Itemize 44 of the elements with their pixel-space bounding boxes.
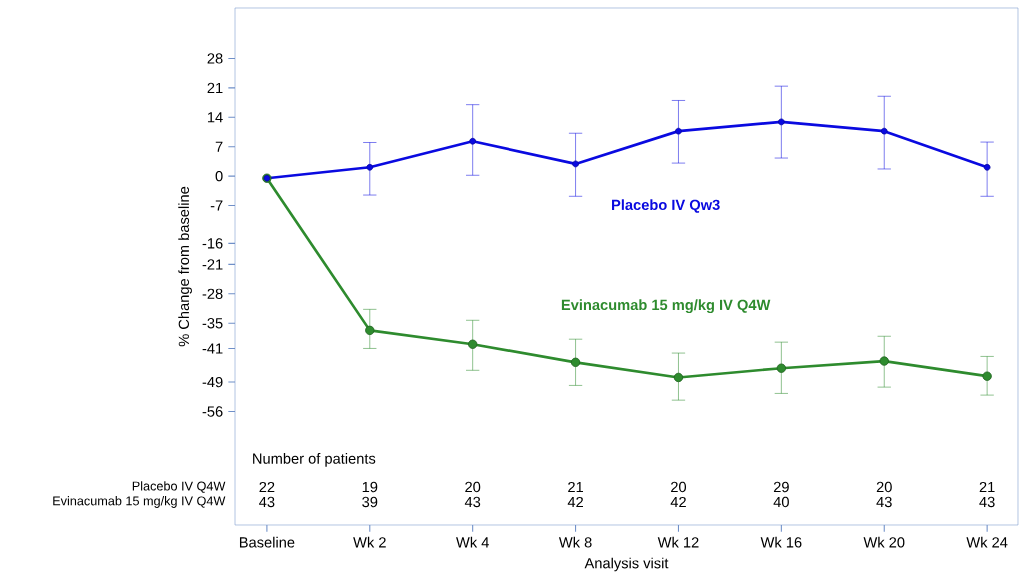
y-tick-label: -7 (210, 200, 223, 211)
y-tick-label: -41 (202, 343, 223, 354)
y-tick-label: 0 (215, 170, 223, 182)
y-axis-title: % Change from baseline (178, 186, 192, 347)
x-tick-label: Wk 20 (863, 536, 905, 548)
annotation: 40 (773, 496, 789, 508)
y-tick-label: -28 (202, 288, 223, 299)
annotation: 43 (259, 496, 275, 508)
annotation: Number of patients (253, 453, 376, 467)
y-tick-label: -49 (202, 376, 223, 388)
y-tick-label: -35 (202, 318, 223, 329)
x-axis-title: Analysis visit (584, 557, 669, 572)
y-tick-label: -16 (202, 238, 223, 249)
x-tick-label: Wk 24 (966, 536, 1008, 548)
annotation: 20 (465, 481, 481, 493)
annotation: 42 (567, 496, 583, 508)
y-tick-label: 21 (207, 82, 223, 93)
y-tick-label: 14 (207, 112, 223, 123)
annotation: 42 (670, 496, 686, 508)
x-tick-label: Wk 12 (657, 536, 699, 548)
x-tick-label: Wk 2 (353, 536, 386, 548)
annotation: 43 (464, 496, 481, 508)
y-tick-label: 7 (215, 141, 223, 152)
y-tick-label: 28 (207, 53, 223, 64)
text: Evinacumab 15 mg/kg IV Q4W (53, 496, 226, 508)
annotation: 21 (568, 481, 584, 493)
annotation: 20 (876, 481, 892, 493)
x-tick-label: Baseline (239, 536, 295, 548)
x-tick-label: Wk 16 (760, 536, 802, 548)
text: Placebo IV Q4W (132, 481, 226, 493)
annotation: 21 (979, 481, 995, 493)
text: Evinacumab 15 mg/kg IV Q4W (561, 299, 771, 314)
x-tick-label: Wk 4 (456, 536, 489, 548)
annotation: 19 (362, 481, 378, 493)
annotation: 22 (259, 481, 275, 493)
x-tick-label: Wk 8 (558, 536, 592, 548)
y-tick-label: -21 (202, 259, 223, 270)
annotation: 39 (362, 496, 378, 508)
annotation: 43 (876, 496, 892, 508)
y-tick-label: -56 (202, 406, 223, 417)
text: Placebo IV Qw3 (612, 199, 720, 213)
annotation: 20 (671, 481, 687, 493)
annotation: 29 (773, 481, 789, 493)
annotation: 43 (979, 496, 995, 508)
